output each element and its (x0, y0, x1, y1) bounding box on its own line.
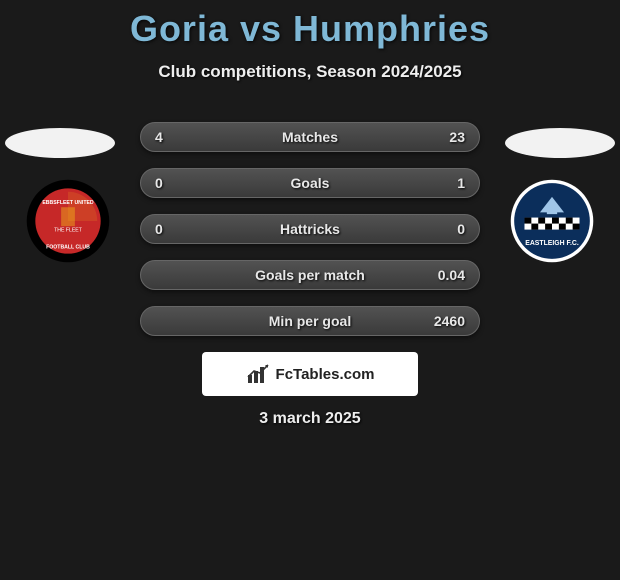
stat-right-value: 0 (457, 221, 465, 237)
stat-right-value: 2460 (434, 313, 465, 329)
bar-chart-icon (246, 363, 272, 385)
stat-label: Hattricks (141, 221, 479, 237)
stat-label: Goals per match (141, 267, 479, 283)
player-photo-right (505, 128, 615, 158)
stat-left-value: 0 (155, 175, 163, 191)
stat-label: Min per goal (141, 313, 479, 329)
shield-icon: EASTLEIGH F.C. (502, 178, 602, 264)
page-title: Goria vs Humphries (0, 0, 620, 50)
stat-label: Goals (141, 175, 479, 191)
stat-right-value: 1 (457, 175, 465, 191)
stat-label: Matches (141, 129, 479, 145)
stats-panel: 4 Matches 23 0 Goals 1 0 Hattricks 0 Goa… (140, 122, 480, 352)
svg-text:EBBSFLEET UNITED: EBBSFLEET UNITED (42, 200, 94, 206)
subtitle: Club competitions, Season 2024/2025 (0, 62, 620, 82)
date-text: 3 march 2025 (0, 410, 620, 428)
stat-row-min-per-goal: Min per goal 2460 (140, 306, 480, 336)
club-crest-left: EBBSFLEET UNITED FOOTBALL CLUB THE FLEET (18, 178, 118, 264)
stat-row-goals: 0 Goals 1 (140, 168, 480, 198)
brand-box: FcTables.com (202, 352, 418, 396)
shield-icon: EBBSFLEET UNITED FOOTBALL CLUB THE FLEET (18, 178, 118, 264)
svg-text:FOOTBALL CLUB: FOOTBALL CLUB (46, 245, 90, 251)
stat-left-value: 4 (155, 129, 163, 145)
svg-text:EASTLEIGH F.C.: EASTLEIGH F.C. (525, 240, 579, 247)
player-photo-left (5, 128, 115, 158)
stat-right-value: 23 (449, 129, 465, 145)
stat-left-value: 0 (155, 221, 163, 237)
brand-text: FcTables.com (276, 366, 375, 383)
stat-right-value: 0.04 (438, 267, 465, 283)
stat-row-goals-per-match: Goals per match 0.04 (140, 260, 480, 290)
svg-text:THE FLEET: THE FLEET (54, 227, 83, 233)
stat-row-hattricks: 0 Hattricks 0 (140, 214, 480, 244)
club-crest-right: EASTLEIGH F.C. (502, 178, 602, 264)
stat-row-matches: 4 Matches 23 (140, 122, 480, 152)
